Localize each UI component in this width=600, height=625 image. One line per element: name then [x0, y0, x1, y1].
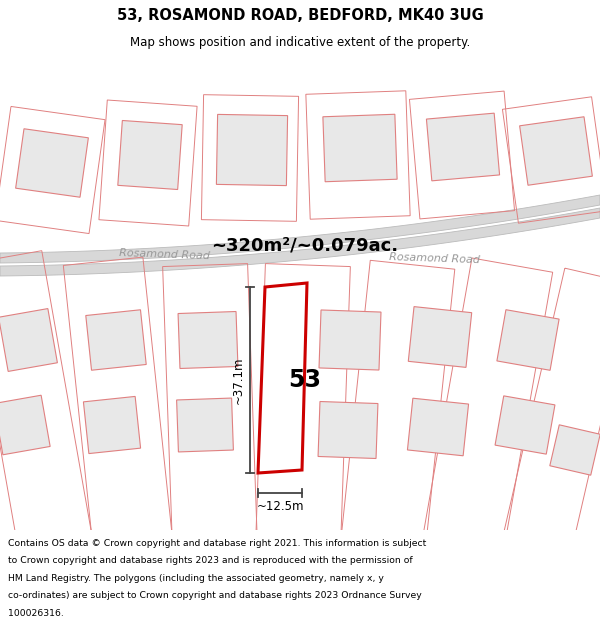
Bar	[427, 113, 500, 181]
Bar	[256, 264, 350, 546]
Bar	[163, 264, 257, 546]
Bar	[217, 114, 287, 186]
Text: ~12.5m: ~12.5m	[256, 501, 304, 514]
Text: Map shows position and indicative extent of the property.: Map shows position and indicative extent…	[130, 36, 470, 49]
Bar	[202, 94, 299, 221]
Text: to Crown copyright and database rights 2023 and is reproduced with the permissio: to Crown copyright and database rights 2…	[8, 556, 413, 565]
Bar	[318, 401, 378, 459]
Bar	[407, 398, 469, 456]
Bar	[409, 91, 515, 219]
Text: ~37.1m: ~37.1m	[232, 356, 245, 404]
Bar	[341, 261, 455, 546]
Bar	[0, 106, 105, 234]
Text: 53, ROSAMOND ROAD, BEDFORD, MK40 3UG: 53, ROSAMOND ROAD, BEDFORD, MK40 3UG	[116, 8, 484, 23]
Polygon shape	[258, 283, 307, 473]
Bar	[502, 97, 600, 223]
Bar	[408, 307, 472, 368]
Bar	[64, 257, 173, 549]
Bar	[0, 251, 92, 549]
Text: 100026316.: 100026316.	[8, 609, 64, 618]
Bar	[176, 398, 233, 452]
Bar	[86, 310, 146, 370]
Text: Contains OS data © Crown copyright and database right 2021. This information is : Contains OS data © Crown copyright and d…	[8, 539, 427, 548]
Polygon shape	[0, 195, 600, 263]
Text: Rosamond Road: Rosamond Road	[389, 253, 481, 266]
Bar	[178, 311, 238, 369]
Polygon shape	[0, 208, 600, 276]
Bar	[497, 310, 559, 370]
Text: HM Land Registry. The polygons (including the associated geometry, namely x, y: HM Land Registry. The polygons (includin…	[8, 574, 384, 582]
Bar	[520, 117, 592, 185]
Bar	[99, 100, 197, 226]
Text: co-ordinates) are subject to Crown copyright and database rights 2023 Ordnance S: co-ordinates) are subject to Crown copyr…	[8, 591, 422, 600]
Bar	[424, 258, 553, 548]
Bar	[306, 91, 410, 219]
Text: ~320m²/~0.079ac.: ~320m²/~0.079ac.	[211, 236, 398, 254]
Bar	[503, 268, 600, 552]
Text: Rosamond Road: Rosamond Road	[119, 248, 211, 262]
Bar	[16, 129, 88, 198]
Bar	[550, 425, 600, 475]
Bar	[0, 395, 50, 455]
Bar	[319, 310, 381, 370]
Bar	[83, 396, 140, 454]
Bar	[323, 114, 397, 182]
Bar	[495, 396, 555, 454]
Bar	[118, 121, 182, 189]
Bar	[0, 309, 58, 371]
Text: 53: 53	[289, 368, 322, 392]
